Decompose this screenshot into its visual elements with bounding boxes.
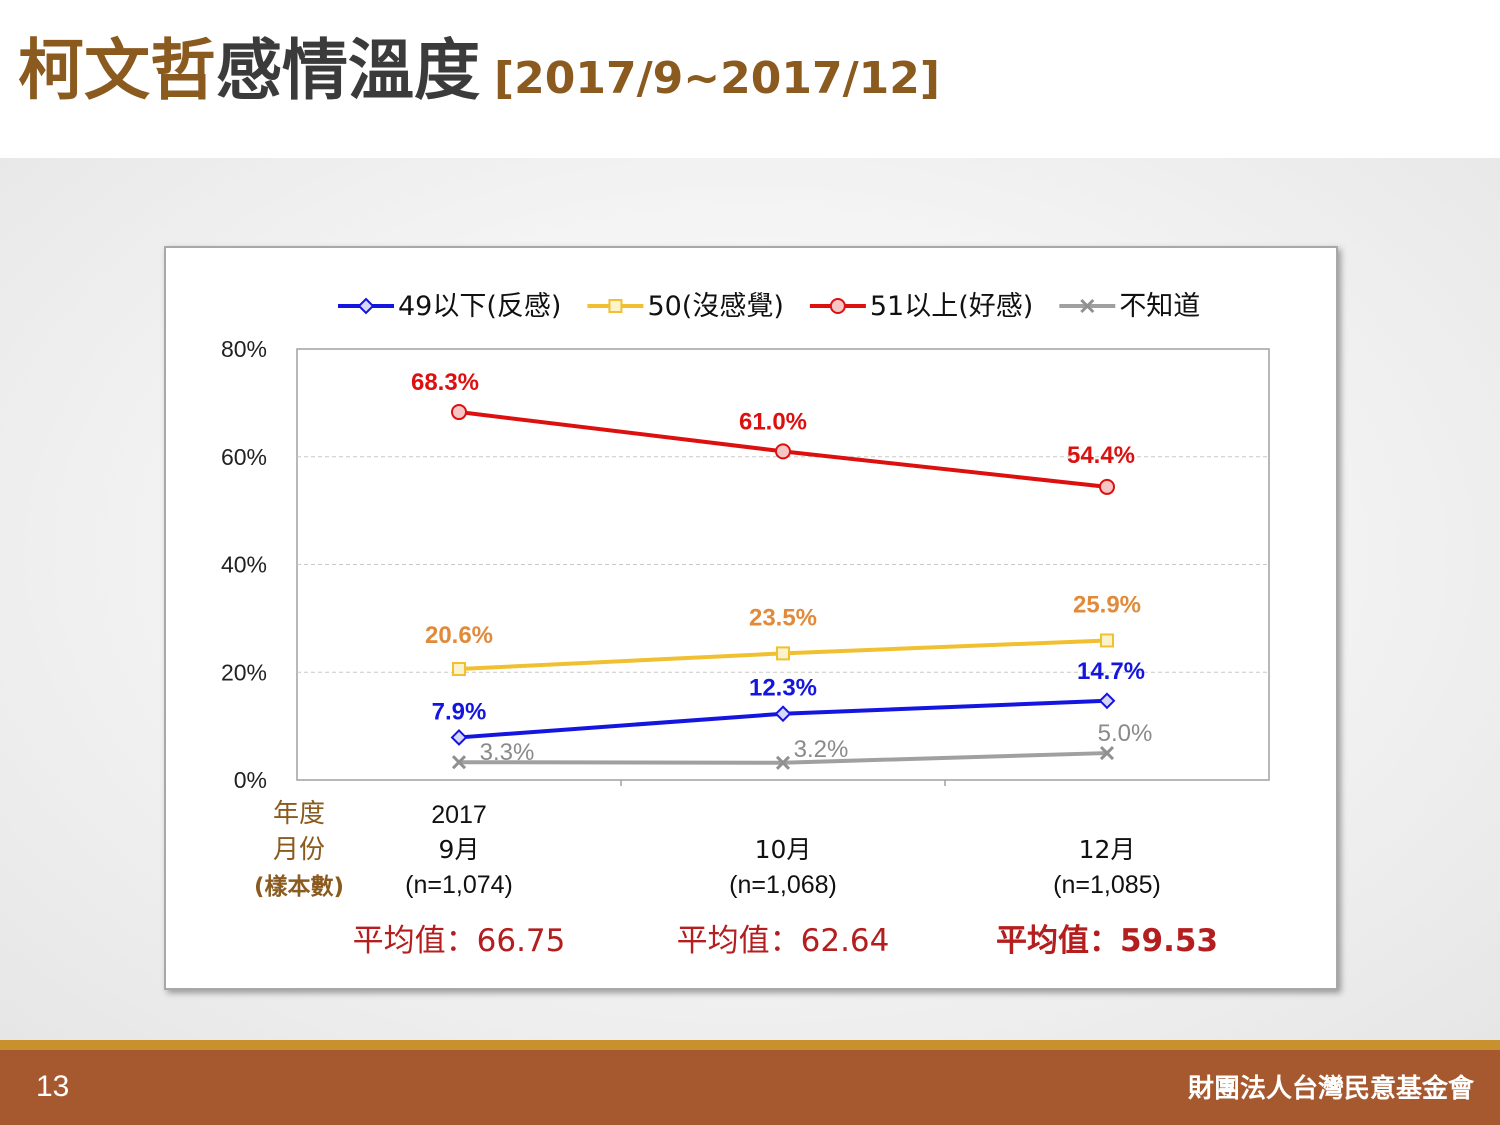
title-name: 柯文哲 bbox=[18, 32, 216, 109]
footer-stripe bbox=[0, 1040, 1500, 1050]
data-point-marker bbox=[608, 299, 623, 313]
data-point-marker bbox=[450, 729, 468, 746]
data-label: 25.9% bbox=[1073, 591, 1141, 618]
data-point-marker bbox=[775, 443, 791, 460]
data-label: 61.0% bbox=[739, 408, 807, 435]
legend-label: 49以下(反感) bbox=[398, 291, 561, 322]
y-tick-label: 20% bbox=[221, 659, 267, 685]
data-label: 12.3% bbox=[749, 675, 817, 702]
x-month-label: 9月 bbox=[439, 835, 480, 864]
data-label: 3.3% bbox=[480, 739, 535, 766]
data-label: 7.9% bbox=[432, 698, 487, 725]
x-month-label: 10月 bbox=[755, 835, 812, 864]
legend-label: 不知道 bbox=[1119, 291, 1200, 322]
average-value: 平均值：62.64 bbox=[677, 923, 890, 959]
average-value: 平均值：66.75 bbox=[353, 923, 566, 959]
data-label: 23.5% bbox=[749, 604, 817, 631]
data-point-marker bbox=[829, 298, 846, 314]
row-label: (樣本數) bbox=[254, 873, 344, 900]
data-label: 54.4% bbox=[1067, 442, 1135, 469]
data-point-marker bbox=[1080, 298, 1095, 314]
row-label: 月份 bbox=[273, 835, 325, 865]
data-label: 68.3% bbox=[411, 369, 479, 396]
data-point-marker bbox=[452, 662, 466, 677]
data-label: 3.2% bbox=[794, 736, 849, 763]
data-point-marker bbox=[1100, 633, 1114, 648]
page-title: 柯文哲感情溫度 [2017/9~2017/12] bbox=[18, 38, 940, 104]
data-point-marker bbox=[1098, 692, 1116, 710]
data-point-marker bbox=[1099, 746, 1115, 761]
y-tick-label: 0% bbox=[234, 767, 267, 793]
row-label: 年度 bbox=[273, 799, 325, 829]
page-number: 13 bbox=[36, 1070, 70, 1103]
data-label: 14.7% bbox=[1077, 658, 1145, 685]
x-sample-label: (n=1,085) bbox=[1053, 871, 1161, 899]
legend-label: 50(沒感覺) bbox=[647, 291, 783, 322]
data-point-marker bbox=[1099, 478, 1115, 495]
title-period: [2017/9~2017/12] bbox=[494, 53, 940, 104]
data-point-marker bbox=[774, 705, 792, 723]
y-tick-label: 60% bbox=[221, 444, 267, 470]
y-tick-label: 40% bbox=[221, 552, 267, 578]
average-value: 平均值：59.53 bbox=[996, 923, 1218, 959]
x-sample-label: (n=1,068) bbox=[729, 871, 837, 899]
title-topic: 感情溫度 bbox=[216, 32, 480, 109]
data-label: 20.6% bbox=[425, 622, 493, 649]
title-bar: 柯文哲感情溫度 [2017/9~2017/12] bbox=[0, 0, 1500, 158]
data-point-marker bbox=[776, 646, 790, 661]
footer-bar bbox=[0, 1050, 1500, 1125]
data-point-marker bbox=[357, 297, 375, 315]
y-tick-label: 80% bbox=[221, 336, 267, 362]
x-sample-label: (n=1,074) bbox=[405, 871, 513, 899]
legend-label: 51以上(好感) bbox=[870, 291, 1033, 322]
data-point-marker bbox=[451, 404, 467, 421]
x-month-label: 12月 bbox=[1079, 835, 1136, 864]
data-point-marker bbox=[775, 755, 791, 770]
x-year-label: 2017 bbox=[431, 801, 487, 829]
organization-name: 財團法人台灣民意基金會 bbox=[1187, 1074, 1474, 1104]
data-label: 5.0% bbox=[1098, 720, 1153, 747]
chart-panel: 0% 20% 40% 60% 80% 年度月份 (樣本數) 2017 9月 (n=1,074) 10… bbox=[164, 246, 1338, 990]
data-point-marker bbox=[451, 755, 467, 770]
